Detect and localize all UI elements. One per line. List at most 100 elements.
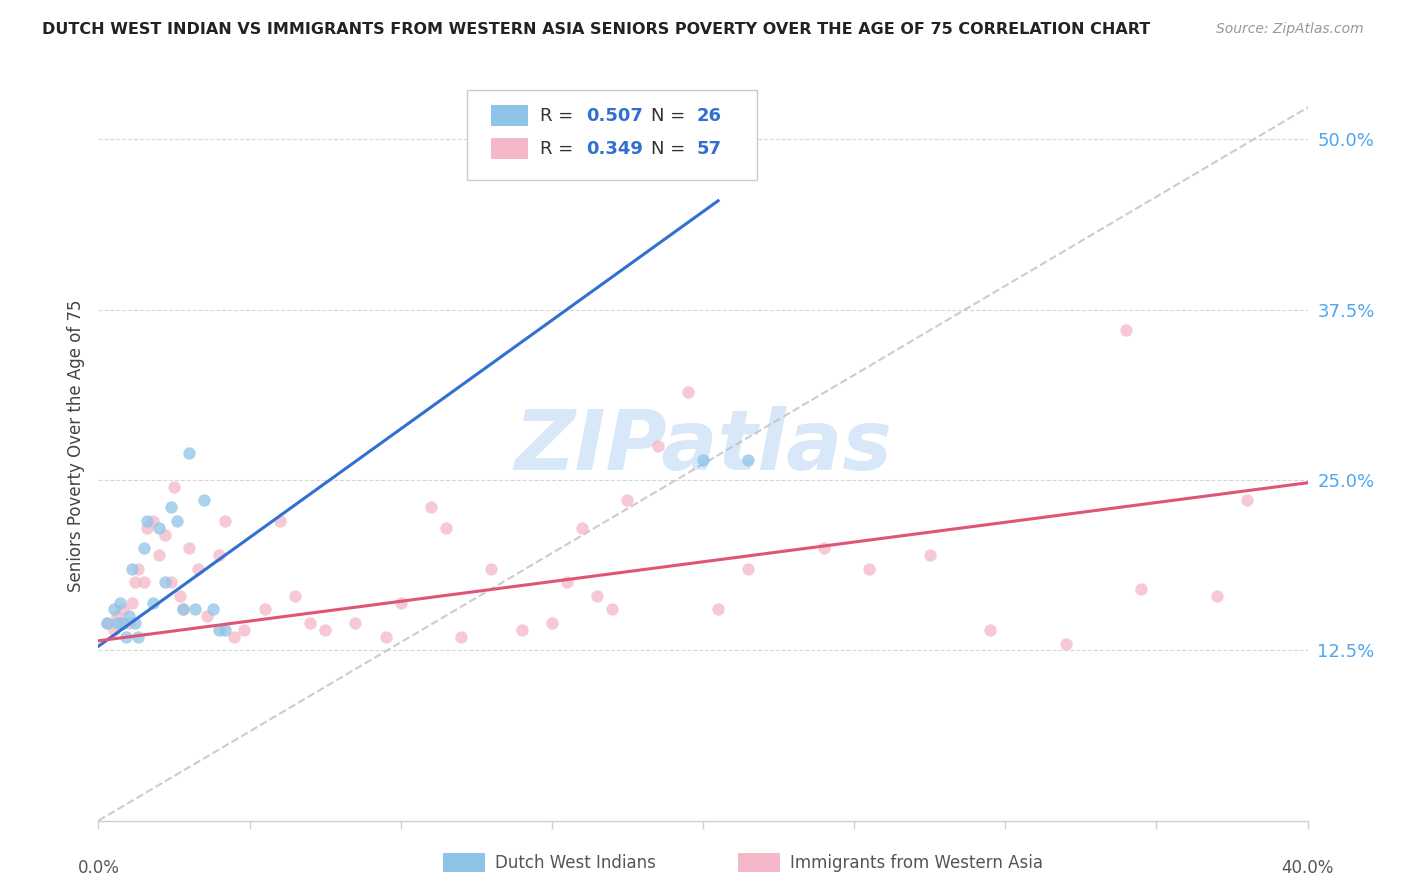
Text: 57: 57: [697, 139, 721, 158]
Point: [135, 514, 157, 528]
Point: [118, 609, 141, 624]
Point: [232, 623, 254, 637]
Point: [481, 561, 503, 575]
Point: [111, 602, 134, 616]
Point: [160, 575, 183, 590]
Point: [124, 616, 146, 631]
Point: [692, 452, 714, 467]
Point: [121, 561, 143, 575]
Point: [450, 630, 472, 644]
Point: [127, 630, 149, 644]
Point: [555, 575, 578, 590]
Point: [108, 616, 131, 631]
Point: [224, 630, 246, 644]
Point: [858, 561, 880, 575]
FancyBboxPatch shape: [492, 138, 527, 159]
Point: [510, 623, 533, 637]
Point: [103, 602, 125, 616]
Point: [105, 616, 128, 631]
Point: [135, 521, 157, 535]
Point: [148, 521, 170, 535]
Point: [187, 561, 209, 575]
Point: [707, 602, 730, 616]
Point: [111, 616, 134, 631]
Text: R =: R =: [540, 139, 579, 158]
Point: [172, 602, 194, 616]
Text: R =: R =: [540, 106, 579, 125]
Point: [434, 521, 457, 535]
Text: Dutch West Indians: Dutch West Indians: [495, 854, 655, 871]
Text: 0.0%: 0.0%: [77, 859, 120, 877]
Point: [118, 616, 141, 631]
Text: 0.349: 0.349: [586, 139, 643, 158]
Point: [1115, 323, 1137, 337]
Point: [179, 541, 201, 556]
Point: [166, 514, 188, 528]
Point: [96, 616, 118, 631]
Point: [169, 589, 191, 603]
Point: [1206, 589, 1229, 603]
Point: [1054, 636, 1077, 650]
Text: DUTCH WEST INDIAN VS IMMIGRANTS FROM WESTERN ASIA SENIORS POVERTY OVER THE AGE O: DUTCH WEST INDIAN VS IMMIGRANTS FROM WES…: [42, 22, 1150, 37]
Point: [1130, 582, 1153, 596]
Point: [142, 596, 165, 610]
Point: [374, 630, 396, 644]
Y-axis label: Seniors Poverty Over the Age of 75: Seniors Poverty Over the Age of 75: [66, 300, 84, 592]
Point: [148, 548, 170, 562]
Point: [299, 616, 322, 631]
Point: [314, 623, 336, 637]
Point: [103, 623, 125, 637]
Text: N =: N =: [651, 139, 690, 158]
Point: [344, 616, 367, 631]
Text: 40.0%: 40.0%: [1281, 859, 1334, 877]
Point: [160, 500, 183, 515]
Point: [737, 561, 759, 575]
Text: Immigrants from Western Asia: Immigrants from Western Asia: [790, 854, 1043, 871]
Point: [420, 500, 443, 515]
Point: [540, 616, 562, 631]
Point: [132, 541, 155, 556]
Point: [105, 609, 128, 624]
Point: [153, 527, 176, 541]
Point: [124, 575, 146, 590]
Text: N =: N =: [651, 106, 690, 125]
Point: [647, 439, 669, 453]
Text: ZIPatlas: ZIPatlas: [515, 406, 891, 486]
Point: [114, 630, 136, 644]
Point: [208, 548, 231, 562]
Point: [153, 575, 176, 590]
Point: [172, 602, 194, 616]
Point: [142, 514, 165, 528]
FancyBboxPatch shape: [492, 105, 527, 126]
Point: [108, 596, 131, 610]
Point: [127, 561, 149, 575]
Point: [586, 589, 609, 603]
Point: [202, 602, 225, 616]
Point: [96, 616, 118, 631]
Point: [193, 493, 215, 508]
Point: [214, 514, 236, 528]
Point: [121, 596, 143, 610]
Point: [979, 623, 1001, 637]
Point: [132, 575, 155, 590]
Point: [208, 623, 231, 637]
Point: [1236, 493, 1258, 508]
Point: [179, 446, 201, 460]
Point: [253, 602, 276, 616]
Point: [214, 623, 236, 637]
Point: [571, 521, 593, 535]
Point: [163, 480, 186, 494]
Point: [195, 609, 218, 624]
Text: 0.507: 0.507: [586, 106, 643, 125]
Point: [918, 548, 941, 562]
Point: [389, 596, 412, 610]
Point: [269, 514, 291, 528]
FancyBboxPatch shape: [467, 90, 758, 180]
Text: 26: 26: [697, 106, 721, 125]
Point: [813, 541, 835, 556]
Point: [602, 602, 624, 616]
Text: Source: ZipAtlas.com: Source: ZipAtlas.com: [1216, 22, 1364, 37]
Point: [284, 589, 307, 603]
Point: [616, 493, 638, 508]
Point: [676, 384, 699, 399]
